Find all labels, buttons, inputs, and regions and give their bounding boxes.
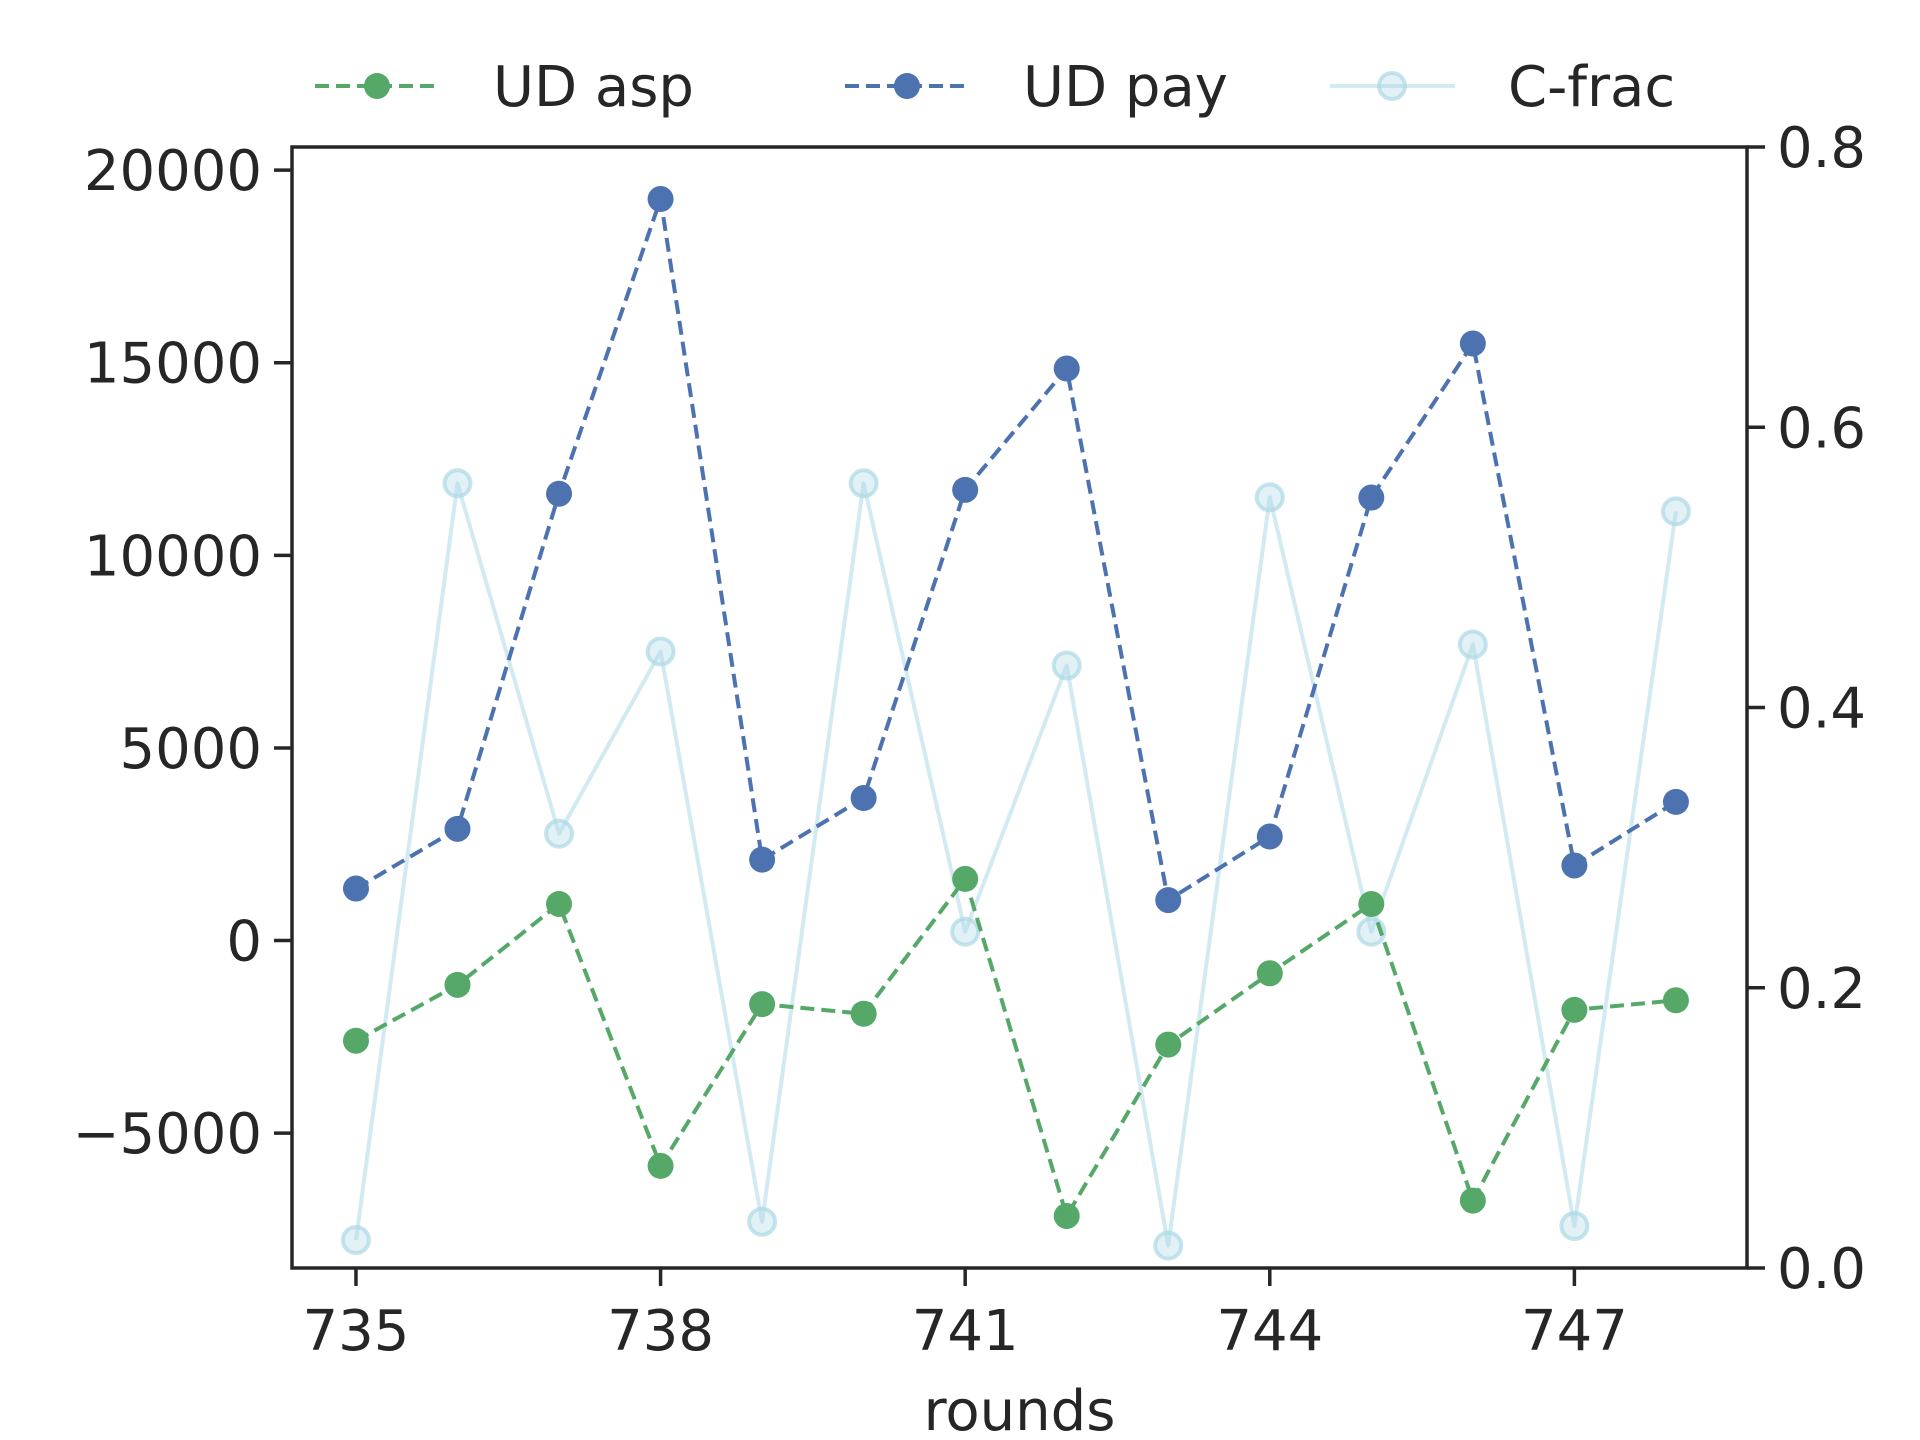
data-point-ud-pay <box>1459 330 1486 357</box>
data-point-ud-pay <box>546 480 573 507</box>
right-y-tick-label: 0.8 <box>1777 116 1866 181</box>
data-point-ud-asp <box>1256 960 1283 987</box>
legend-swatch-marker <box>1377 71 1407 101</box>
data-point-ud-pay <box>749 846 776 873</box>
data-point-ud-asp <box>1358 890 1385 917</box>
x-tick-label: 735 <box>303 1299 410 1364</box>
data-point-ud-pay <box>342 875 369 902</box>
data-point-c-frac <box>1457 629 1488 660</box>
data-point-ud-pay <box>1662 788 1689 815</box>
data-point-ud-asp <box>952 865 979 892</box>
series-line-ud-asp <box>355 876 1677 1218</box>
data-point-ud-asp <box>444 971 471 998</box>
x-tick-label: 744 <box>1216 1299 1323 1364</box>
data-point-c-frac <box>1153 1230 1184 1261</box>
legend-swatch-marker <box>364 73 390 99</box>
right-y-tick-label: 0.4 <box>1777 677 1866 742</box>
legend: UD asp UD pay C-frac <box>315 55 1675 120</box>
series-line-c-frac <box>354 481 1678 1248</box>
legend-label: UD asp <box>493 55 694 120</box>
data-point-ud-asp <box>546 890 573 917</box>
legend-item-ud-asp: UD asp <box>315 55 694 120</box>
x-axis-title: rounds <box>924 1379 1116 1440</box>
data-point-ud-pay <box>952 476 979 503</box>
x-axis: 735 738 741 744 747 <box>303 1268 1628 1364</box>
data-point-ud-asp <box>749 991 776 1018</box>
data-point-ud-pay <box>647 186 674 213</box>
data-point-ud-asp <box>647 1152 674 1179</box>
data-point-ud-asp <box>1459 1187 1486 1214</box>
data-point-c-frac <box>1254 482 1285 513</box>
data-point-ud-asp <box>1053 1202 1080 1229</box>
data-point-c-frac <box>1051 650 1082 681</box>
series-c-frac <box>340 468 1691 1261</box>
left-y-tick-label: 0 <box>226 910 262 975</box>
series-ud-asp <box>342 865 1689 1229</box>
data-point-ud-pay <box>1561 852 1588 879</box>
x-tick-label: 741 <box>912 1299 1019 1364</box>
data-point-c-frac <box>340 1224 371 1255</box>
data-point-ud-asp <box>1662 987 1689 1014</box>
right-y-axis: 0.0 0.2 0.4 0.6 0.8 <box>1747 116 1866 1302</box>
left-y-tick-label: 5000 <box>119 717 262 782</box>
data-point-ud-pay <box>850 785 877 812</box>
data-point-ud-pay <box>1155 887 1182 914</box>
data-point-ud-asp <box>1561 996 1588 1023</box>
legend-item-ud-pay: UD pay <box>845 55 1228 120</box>
left-y-tick-label: 10000 <box>84 524 262 589</box>
right-y-tick-label: 0.6 <box>1777 396 1866 461</box>
left-y-tick-label: 15000 <box>84 332 262 397</box>
data-point-ud-pay <box>1358 484 1385 511</box>
data-point-c-frac <box>747 1206 778 1237</box>
data-point-ud-asp <box>850 1000 877 1027</box>
left-y-axis: −5000 0 5000 10000 15000 20000 <box>73 139 292 1167</box>
data-point-c-frac <box>544 818 575 849</box>
legend-swatch-marker <box>894 73 920 99</box>
series-layer <box>340 186 1691 1261</box>
data-point-c-frac <box>645 636 676 667</box>
data-point-c-frac <box>1660 496 1691 527</box>
data-point-ud-pay <box>1256 823 1283 850</box>
series-line-ud-pay <box>354 197 1677 903</box>
data-point-c-frac <box>442 468 473 499</box>
legend-item-c-frac: C-frac <box>1330 55 1675 120</box>
data-point-ud-pay <box>1053 355 1080 382</box>
x-tick-label: 747 <box>1521 1299 1628 1364</box>
plot-area <box>290 145 1749 1270</box>
data-point-c-frac <box>950 916 981 947</box>
right-y-tick-label: 0.2 <box>1777 957 1866 1022</box>
series-ud-pay <box>342 186 1689 914</box>
data-point-ud-pay <box>444 815 471 842</box>
data-point-ud-asp <box>1155 1031 1182 1058</box>
right-y-tick-label: 0.0 <box>1777 1237 1866 1302</box>
legend-label: C-frac <box>1508 55 1675 120</box>
legend-label: UD pay <box>1023 55 1228 120</box>
data-point-c-frac <box>1559 1210 1590 1241</box>
left-y-tick-label: −5000 <box>73 1102 262 1167</box>
data-point-ud-asp <box>342 1027 369 1054</box>
x-tick-label: 738 <box>607 1299 714 1364</box>
data-point-c-frac <box>848 468 879 499</box>
left-y-tick-label: 20000 <box>84 139 262 204</box>
